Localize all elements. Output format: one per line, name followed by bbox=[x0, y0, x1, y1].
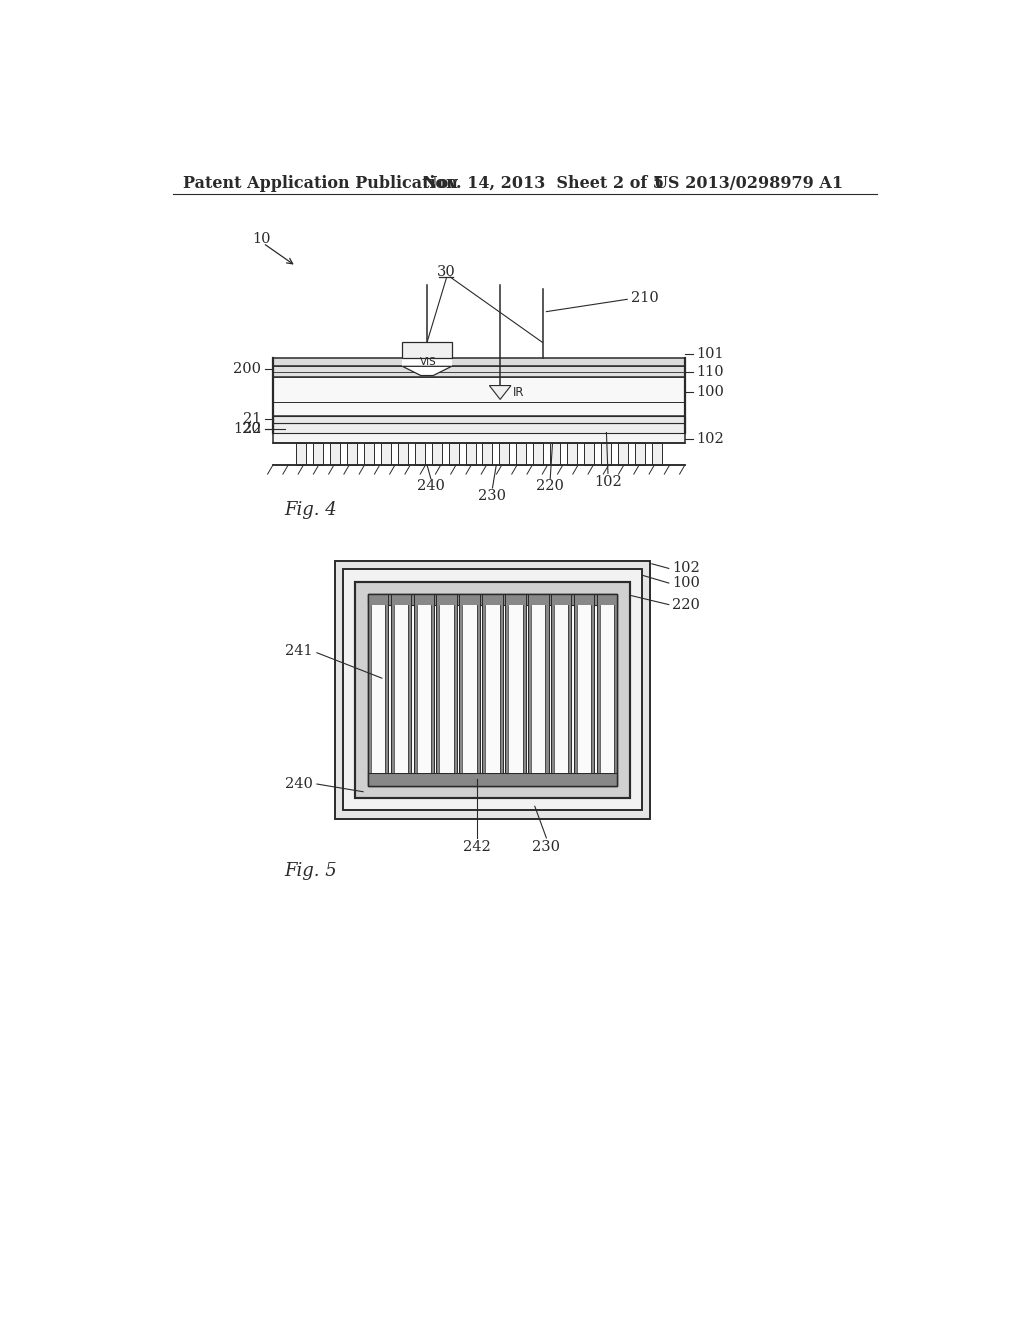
Text: 102: 102 bbox=[696, 433, 724, 446]
Bar bbox=[364, 444, 374, 465]
Polygon shape bbox=[489, 385, 511, 400]
Bar bbox=[273, 358, 685, 367]
Bar bbox=[368, 594, 617, 785]
Bar bbox=[534, 444, 544, 465]
Text: 210: 210 bbox=[631, 290, 658, 305]
Bar bbox=[567, 444, 578, 465]
Bar bbox=[390, 594, 412, 774]
Bar bbox=[402, 342, 452, 358]
Polygon shape bbox=[402, 367, 452, 376]
Text: 220: 220 bbox=[672, 598, 699, 611]
Bar bbox=[355, 582, 630, 797]
Bar bbox=[505, 594, 525, 774]
Bar bbox=[482, 444, 493, 465]
Bar bbox=[402, 339, 452, 367]
Text: Fig. 4: Fig. 4 bbox=[285, 500, 337, 519]
Bar bbox=[381, 444, 391, 465]
Text: 102: 102 bbox=[594, 475, 622, 488]
Bar bbox=[347, 444, 357, 465]
Bar bbox=[335, 561, 650, 818]
Text: 200: 200 bbox=[233, 362, 261, 376]
Bar bbox=[531, 605, 546, 774]
Bar bbox=[313, 444, 323, 465]
Bar bbox=[335, 561, 650, 818]
Bar bbox=[343, 569, 642, 810]
Bar bbox=[551, 594, 571, 774]
Bar bbox=[577, 605, 591, 774]
Bar bbox=[449, 444, 459, 465]
Bar bbox=[355, 582, 630, 797]
Bar bbox=[343, 569, 642, 810]
Text: Nov. 14, 2013  Sheet 2 of 5: Nov. 14, 2013 Sheet 2 of 5 bbox=[423, 174, 665, 191]
Bar bbox=[393, 605, 409, 774]
Bar bbox=[584, 444, 594, 465]
Text: 10: 10 bbox=[252, 232, 270, 247]
Text: Fig. 5: Fig. 5 bbox=[285, 862, 337, 880]
Bar bbox=[368, 594, 617, 785]
Text: 102: 102 bbox=[672, 561, 699, 576]
Text: 240: 240 bbox=[417, 479, 444, 492]
Bar bbox=[432, 444, 441, 465]
Bar bbox=[528, 594, 549, 774]
Bar bbox=[617, 444, 628, 465]
Text: 120: 120 bbox=[233, 422, 261, 437]
Bar bbox=[368, 774, 617, 785]
Bar bbox=[597, 594, 617, 774]
Bar bbox=[273, 367, 685, 378]
Text: VIS: VIS bbox=[420, 356, 437, 367]
Bar bbox=[554, 605, 568, 774]
Bar bbox=[417, 605, 431, 774]
Text: 30: 30 bbox=[437, 264, 456, 279]
Text: IR: IR bbox=[512, 385, 524, 399]
Text: 230: 230 bbox=[532, 841, 560, 854]
Bar bbox=[296, 444, 306, 465]
Bar bbox=[635, 444, 645, 465]
Bar bbox=[485, 605, 500, 774]
Bar bbox=[273, 424, 685, 433]
Bar bbox=[439, 605, 454, 774]
Bar bbox=[508, 605, 522, 774]
Bar bbox=[500, 444, 509, 465]
Text: 220: 220 bbox=[537, 479, 564, 492]
Bar bbox=[436, 594, 457, 774]
Bar bbox=[371, 605, 385, 774]
Bar bbox=[460, 594, 480, 774]
Text: 22: 22 bbox=[243, 421, 261, 436]
Bar bbox=[273, 433, 685, 444]
Bar bbox=[550, 444, 560, 465]
Bar bbox=[415, 444, 425, 465]
Bar bbox=[601, 444, 611, 465]
Bar bbox=[652, 444, 662, 465]
Bar bbox=[482, 594, 503, 774]
Text: 230: 230 bbox=[478, 490, 507, 503]
Bar bbox=[573, 594, 594, 774]
Text: 240: 240 bbox=[285, 777, 313, 791]
Text: 241: 241 bbox=[286, 644, 313, 659]
Text: 242: 242 bbox=[463, 841, 490, 854]
Bar bbox=[273, 416, 685, 424]
Bar bbox=[414, 594, 434, 774]
Text: Patent Application Publication: Patent Application Publication bbox=[183, 174, 458, 191]
Bar bbox=[600, 605, 614, 774]
Bar bbox=[516, 444, 526, 465]
Bar bbox=[466, 444, 475, 465]
Text: 21: 21 bbox=[243, 412, 261, 426]
Bar bbox=[368, 594, 388, 774]
Text: 100: 100 bbox=[672, 576, 699, 590]
Text: 101: 101 bbox=[696, 347, 724, 360]
Text: 110: 110 bbox=[696, 364, 724, 379]
Bar bbox=[463, 605, 477, 774]
Bar bbox=[330, 444, 340, 465]
Bar bbox=[368, 594, 617, 605]
Text: US 2013/0298979 A1: US 2013/0298979 A1 bbox=[654, 174, 844, 191]
Bar bbox=[397, 444, 408, 465]
Text: 100: 100 bbox=[696, 385, 724, 400]
Bar bbox=[273, 378, 685, 416]
